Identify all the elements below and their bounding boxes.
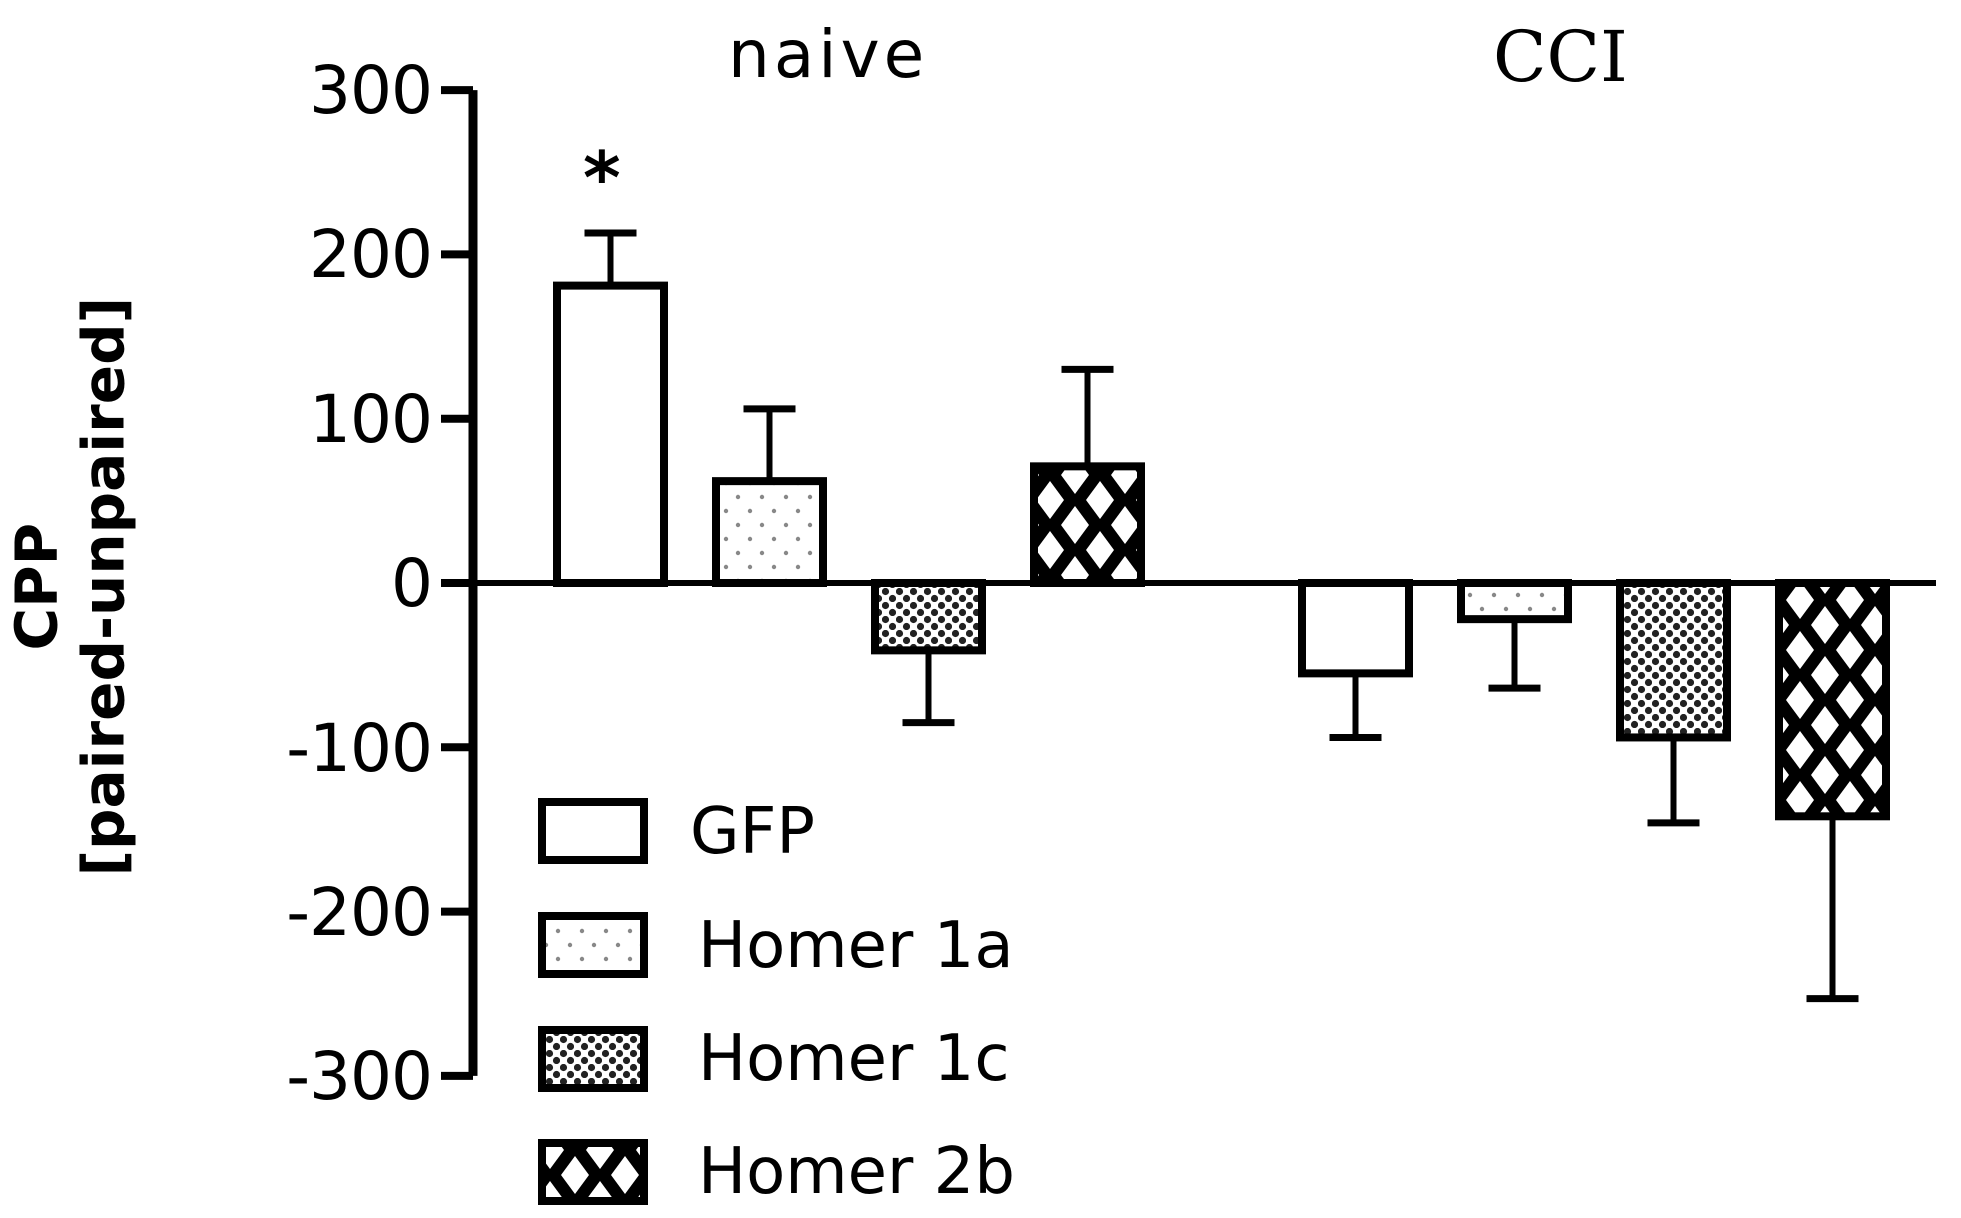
bar-naive-homer2b (1030, 462, 1145, 587)
legend-swatch-homer1a (538, 912, 648, 978)
group-label-naive: naive (728, 16, 929, 93)
y-tick-label-neg100: -100 (286, 710, 433, 787)
y-tick-label-300: 300 (309, 52, 433, 129)
y-tick-label-neg200: -200 (286, 874, 433, 951)
bar-cci-homer1a (1457, 579, 1572, 624)
bar-cci-gfp (1298, 579, 1413, 678)
y-axis-label-line1: CPP (2, 522, 71, 651)
y-axis-label: CPP [paired-unpaired] (2, 187, 137, 987)
group-label-cci: CCI (1493, 16, 1628, 98)
legend (538, 798, 648, 1205)
bar-cci-homer1c (1616, 579, 1731, 742)
bar-naive-homer1a (712, 477, 827, 587)
y-tick-label-neg300: -300 (286, 1038, 433, 1115)
bar-naive-gfp (553, 281, 668, 587)
legend-label-homer2b: Homer 2b (698, 1135, 1015, 1209)
legend-label-gfp: GFP (690, 795, 815, 869)
bar-cci-homer2b (1775, 579, 1890, 821)
legend-swatch-homer2b (538, 1139, 648, 1205)
legend-label-homer1c: Homer 1c (698, 1022, 1010, 1096)
y-axis-label-line2: [paired-unpaired] (69, 296, 137, 877)
legend-swatch-gfp (538, 798, 648, 864)
y-tick-label-200: 200 (309, 216, 433, 293)
bars (553, 229, 1890, 1003)
legend-swatch-homer1c (538, 1026, 648, 1092)
legend-label-homer1a: Homer 1a (698, 909, 1014, 983)
bar-naive-homer1c (871, 579, 986, 655)
y-tick-label-0: 0 (391, 545, 433, 622)
y-tick-label-100: 100 (309, 381, 433, 458)
significance-asterisk: * (583, 136, 621, 220)
